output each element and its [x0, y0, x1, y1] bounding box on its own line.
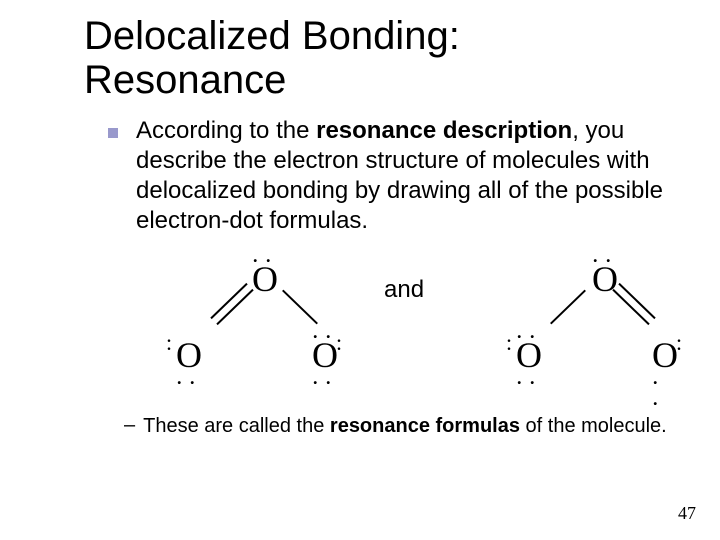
- footnote-dash: –: [124, 414, 135, 437]
- bullet-text-bold: resonance description: [316, 117, 572, 144]
- lone-pair-dots: . .: [313, 322, 333, 343]
- resonance-diagram: and O . . O .. . . O .. . . . . O . .: [84, 240, 670, 410]
- lone-pair-dots: ..: [167, 334, 173, 350]
- lone-pair-dots: . .: [593, 246, 613, 267]
- lone-pair-dots: ..: [337, 334, 343, 350]
- slide-container: Delocalized Bonding: Resonance According…: [0, 0, 720, 438]
- connector-label: and: [384, 276, 424, 304]
- footnote-text: These are called the resonance formulas …: [143, 414, 667, 438]
- lone-pair-dots: . .: [313, 368, 333, 389]
- page-number: 47: [678, 503, 696, 524]
- single-bond: [550, 290, 586, 325]
- lone-pair-dots: . .: [517, 322, 537, 343]
- lone-pair-dots: ..: [507, 334, 513, 350]
- bullet-text: According to the resonance description, …: [136, 116, 670, 236]
- bullet-text-pre: According to the: [136, 117, 316, 144]
- lone-pair-dots: . .: [653, 368, 670, 410]
- slide-body: According to the resonance description, …: [84, 116, 670, 438]
- lone-pair-dots: . .: [177, 368, 197, 389]
- single-bond: [282, 290, 318, 325]
- bullet-marker: [108, 128, 118, 138]
- bullet-item: According to the resonance description, …: [108, 116, 670, 236]
- slide-title: Delocalized Bonding: Resonance: [84, 14, 670, 102]
- footnote-post: of the molecule.: [520, 415, 667, 437]
- lone-pair-dots: ..: [677, 334, 683, 350]
- lone-pair-dots: . .: [517, 368, 537, 389]
- lone-pair-dots: . .: [253, 246, 273, 267]
- footnote-item: – These are called the resonance formula…: [124, 414, 670, 438]
- footnote-bold: resonance formulas: [330, 415, 520, 437]
- footnote-pre: These are called the: [143, 415, 330, 437]
